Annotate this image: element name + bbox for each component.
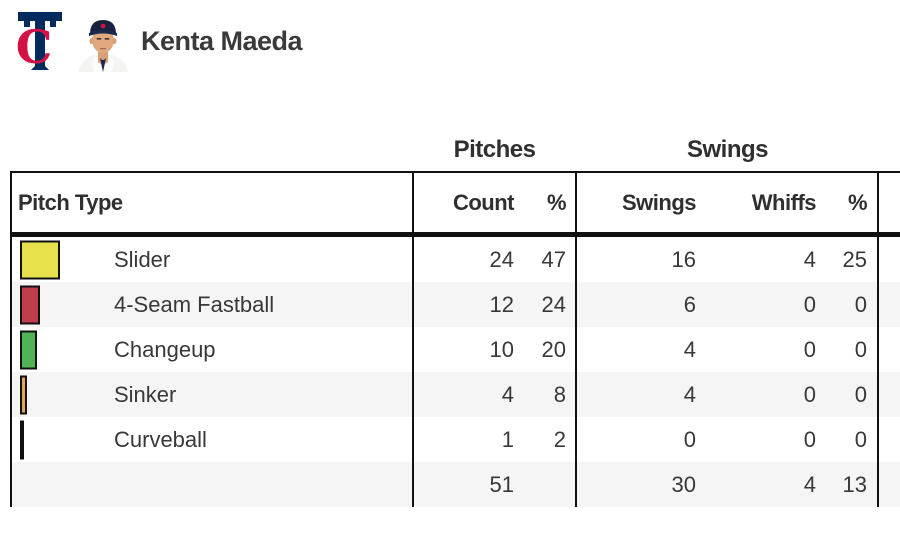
pitch-type-label: Curveball [114, 426, 207, 452]
whiff-pct-value: 0 [824, 417, 879, 462]
pitch-color-swatch [20, 285, 40, 324]
count-value: 12 [489, 291, 514, 317]
pitch-row[interactable]: Changeup 10 20 4 0 0 [12, 327, 900, 372]
pitch-row[interactable]: Slider 24 47 16 4 25 [12, 237, 900, 282]
count-value: 10 [489, 336, 514, 362]
col-header-whiffs: Whiffs [751, 189, 817, 215]
count-pct-value: 20 [520, 327, 577, 372]
pitch-color-swatch [20, 420, 24, 459]
table-group-headers: Pitches Swings [10, 136, 900, 170]
pitch-row[interactable]: 4-Seam Fastball 12 24 6 0 0 [12, 282, 900, 327]
cutoff-cell [879, 372, 900, 417]
whiffs-value: 0 [803, 336, 816, 362]
whiff-pct-value: 0 [824, 372, 879, 417]
table-header-row: Pitch Type Count % Swings Whiffs % [12, 173, 900, 237]
count-pct-value: 24 [520, 282, 577, 327]
pitch-row[interactable]: Sinker 4 8 4 0 0 [12, 372, 900, 417]
count-value: 4 [501, 381, 514, 407]
whiff-pct-value: 25 [824, 237, 879, 282]
group-header-pitches: Pitches [453, 136, 536, 163]
pitch-row[interactable]: Curveball 1 2 0 0 0 [12, 417, 900, 462]
whiffs-value: 0 [803, 381, 816, 407]
col-header-count-pct: % [520, 173, 577, 232]
pitch-type-label: 4-Seam Fastball [114, 291, 275, 317]
col-header-pitch-type: Pitch Type [12, 173, 414, 232]
totals-pitch-cell [12, 462, 414, 507]
totals-row: 51 30 4 13 [12, 462, 900, 507]
cutoff-cell [879, 237, 900, 282]
pitch-type-label: Changeup [114, 336, 216, 362]
pitch-type-label: Slider [114, 246, 171, 272]
pitch-color-swatch [20, 330, 37, 369]
whiffs-value: 4 [803, 246, 816, 272]
swings-value: 6 [683, 291, 696, 317]
cutoff-cell [879, 282, 900, 327]
page-header: C Kenta Maeda [0, 0, 900, 100]
col-header-swings: Swings [621, 189, 697, 215]
pitch-stats-table: Pitch Type Count % Swings Whiffs % Slide… [10, 171, 900, 507]
totals-cutoff [879, 462, 900, 507]
pitch-type-label: Sinker [114, 381, 177, 407]
count-pct-value: 47 [520, 237, 577, 282]
pitch-type-cell: Curveball [12, 417, 414, 462]
group-header-swings: Swings [686, 136, 769, 163]
whiff-pct-value: 0 [824, 282, 879, 327]
col-header-swings-pct: % [824, 173, 879, 232]
table-body: Slider 24 47 16 4 25 4-Seam Fastball 12 … [12, 237, 900, 462]
whiff-pct-value: 0 [824, 327, 879, 372]
whiffs-value: 0 [803, 291, 816, 317]
pitch-type-cell: Sinker [12, 372, 414, 417]
pitch-type-cell: Slider [12, 237, 414, 282]
pitch-type-cell: 4-Seam Fastball [12, 282, 414, 327]
pitch-color-swatch [20, 240, 60, 279]
totals-whiff-pct: 13 [824, 462, 879, 507]
count-value: 24 [489, 246, 514, 272]
count-pct-value: 8 [520, 372, 577, 417]
swings-value: 16 [671, 246, 696, 272]
totals-count-pct [520, 462, 577, 507]
totals-whiffs: 4 [803, 471, 816, 497]
player-headshot [78, 20, 128, 72]
cutoff-cell [879, 417, 900, 462]
pitch-color-swatch [20, 375, 27, 414]
swings-value: 4 [683, 336, 696, 362]
svg-text:C: C [16, 20, 53, 74]
twins-tc-logo-icon: C [16, 12, 62, 74]
pitch-type-cell: Changeup [12, 327, 414, 372]
count-pct-value: 2 [520, 417, 577, 462]
swings-value: 4 [683, 381, 696, 407]
count-value: 1 [501, 426, 514, 452]
totals-count: 51 [489, 471, 514, 497]
swings-value: 0 [683, 426, 696, 452]
col-header-cutoff [879, 173, 900, 232]
totals-swings: 30 [671, 471, 696, 497]
player-name: Kenta Maeda [141, 26, 303, 56]
col-header-count: Count [452, 189, 515, 215]
cutoff-cell [879, 327, 900, 372]
whiffs-value: 0 [803, 426, 816, 452]
